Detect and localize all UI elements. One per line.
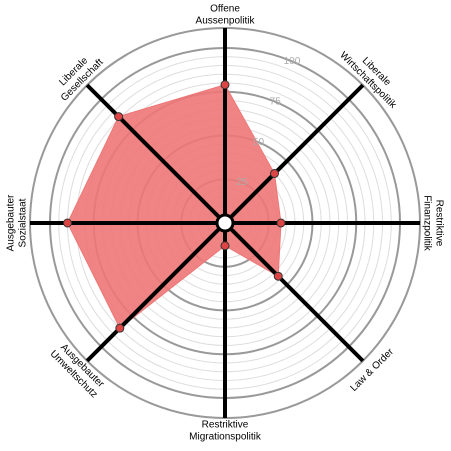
axis-label-line: Restriktive — [433, 200, 444, 247]
r-tick-label: 50 — [253, 137, 265, 148]
data-point — [114, 112, 124, 122]
data-point — [273, 271, 283, 281]
axis-line — [85, 83, 227, 225]
r-tick-label: 25 — [236, 177, 248, 188]
axis-line — [223, 221, 365, 363]
axis-label-line: Finanzpolitik — [421, 195, 432, 252]
r-tick-label: 100 — [284, 56, 301, 67]
data-point — [220, 80, 230, 90]
axis-label-line: Ausgebauter — [6, 194, 17, 251]
axis-label: Ausgebauter Sozialstaat — [6, 194, 29, 251]
data-point — [220, 241, 230, 251]
axis-label-line: Sozialstaat — [18, 198, 29, 247]
data-point — [63, 218, 72, 228]
axis-line — [85, 221, 227, 363]
data-point — [269, 169, 279, 179]
r-tick-label: 75 — [270, 96, 282, 107]
axes — [30, 28, 420, 418]
marks-layer — [63, 80, 286, 333]
data-point — [276, 218, 286, 228]
axis-label-line: Restriktive — [202, 420, 249, 431]
data-point — [115, 323, 125, 333]
center-dot — [215, 213, 235, 233]
axis-label-line: Migrationspolitik — [189, 432, 262, 443]
axis-label-line: Aussenpolitik — [196, 16, 256, 27]
axis-line — [223, 83, 365, 225]
axis-label-line: Offene — [210, 4, 240, 15]
